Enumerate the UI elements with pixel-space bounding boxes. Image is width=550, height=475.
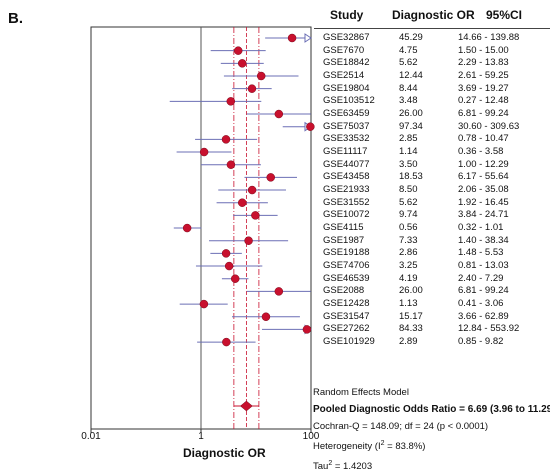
- tau-sup: 2: [328, 460, 333, 468]
- ci-arrow-GSE32867: [304, 33, 312, 43]
- x-tick-label: 0.01: [81, 431, 101, 442]
- marker-GSE101929: [222, 337, 231, 347]
- marker-GSE32867: [287, 33, 297, 43]
- summary-block: Random Effects Model Pooled Diagnostic O…: [313, 384, 550, 475]
- x-ticks: [90, 429, 312, 433]
- panel-label: B.: [8, 10, 23, 27]
- marker-GSE33532: [221, 135, 231, 144]
- marker-GSE19188: [221, 249, 231, 258]
- marker-GSE4115: [182, 223, 192, 233]
- marker-GSE7670: [233, 46, 243, 55]
- heterogeneity: Heterogeneity (I2 = 83.8%): [313, 435, 550, 455]
- tau-suffix: = 1.4203: [332, 461, 373, 473]
- marker-GSE103512: [226, 97, 236, 106]
- column-header-diagnostic-or: Diagnostic OR: [392, 8, 475, 22]
- x-tick-label: 1: [198, 431, 204, 442]
- cochran-q: Cochran-Q = 148.09; df = 24 (p < 0.0001): [313, 421, 489, 432]
- marker-GSE46539: [230, 274, 240, 283]
- marker-GSE12428: [199, 299, 209, 309]
- marker-GSE18842: [237, 59, 247, 68]
- tau-squared: Tau2 = 1.4203: [313, 455, 550, 475]
- marker-GSE31552: [237, 198, 247, 207]
- marker-GSE63459: [274, 109, 284, 119]
- marker-GSE10072: [251, 211, 260, 220]
- marker-GSE11117: [199, 147, 209, 157]
- pooled-odds-ratio: Pooled Diagnostic Odds Ratio = 6.69 (3.9…: [313, 404, 550, 415]
- x-tick-label: 100: [302, 431, 320, 442]
- marker-GSE75037: [306, 122, 315, 131]
- column-header-95ci: 95%CI: [486, 8, 523, 22]
- marker-GSE27262: [302, 325, 312, 334]
- marker-GSE43458: [266, 173, 275, 182]
- marker-GSE44077: [226, 160, 236, 169]
- confidence-intervals: [169, 33, 312, 407]
- marker-GSE2088: [274, 287, 284, 296]
- model-label: Random Effects Model: [313, 387, 409, 398]
- tau-prefix: Tau: [313, 461, 329, 473]
- marker-GSE19804: [247, 84, 257, 93]
- heterogeneity-sup: 2: [380, 440, 385, 447]
- marker-GSE1987: [244, 236, 253, 245]
- study-markers: [182, 33, 315, 412]
- header-rule: [314, 28, 550, 29]
- marker-GSE31547: [261, 312, 271, 321]
- marker-GSE74706: [224, 261, 234, 271]
- pooled-diamond: [240, 400, 253, 412]
- heterogeneity-suffix: = 83.8%): [384, 441, 426, 453]
- heterogeneity-prefix: Heterogeneity (I: [313, 441, 381, 453]
- column-header-study: Study: [330, 8, 364, 22]
- marker-GSE21933: [247, 185, 257, 195]
- x-axis-label: Diagnostic OR: [183, 446, 266, 460]
- marker-GSE2514: [256, 71, 266, 81]
